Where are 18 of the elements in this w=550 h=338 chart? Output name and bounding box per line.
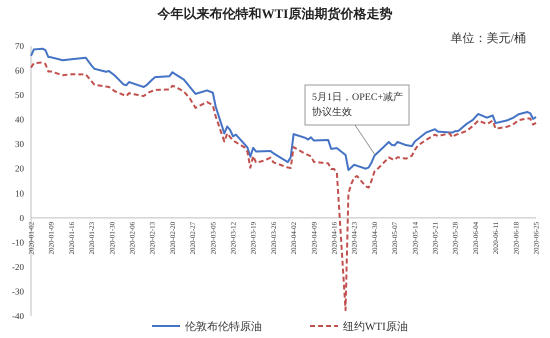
annotation: 5月1日，OPEC+减产协议生效 [304,84,410,154]
legend-label: 伦敦布伦特原油 [185,320,262,333]
y-tick-label: -40 [12,311,24,321]
y-tick-label: -30 [12,286,24,296]
chart-title: 今年以来布伦特和WTI原油期货价格走势 [156,6,392,21]
text: 单位：美元/桶 [450,31,526,45]
y-tick-label: 10 [15,188,24,198]
annotation: 5月1日，OPEC+减产协议生效 [312,91,404,118]
y-tick-label: -10 [12,237,24,248]
y-tick-label: 0 [20,212,24,223]
y-tick-label: 70 [15,41,24,51]
y-tick-label: 40 [15,114,24,125]
legend-label: 纽约WTI原油 [343,320,408,333]
y-tick-label: 50 [15,90,24,100]
y-tick-label: 60 [15,66,24,76]
y-tick-label: 30 [15,139,24,150]
y-tick-label: -20 [12,262,24,272]
y-tick-label: 20 [15,164,24,174]
